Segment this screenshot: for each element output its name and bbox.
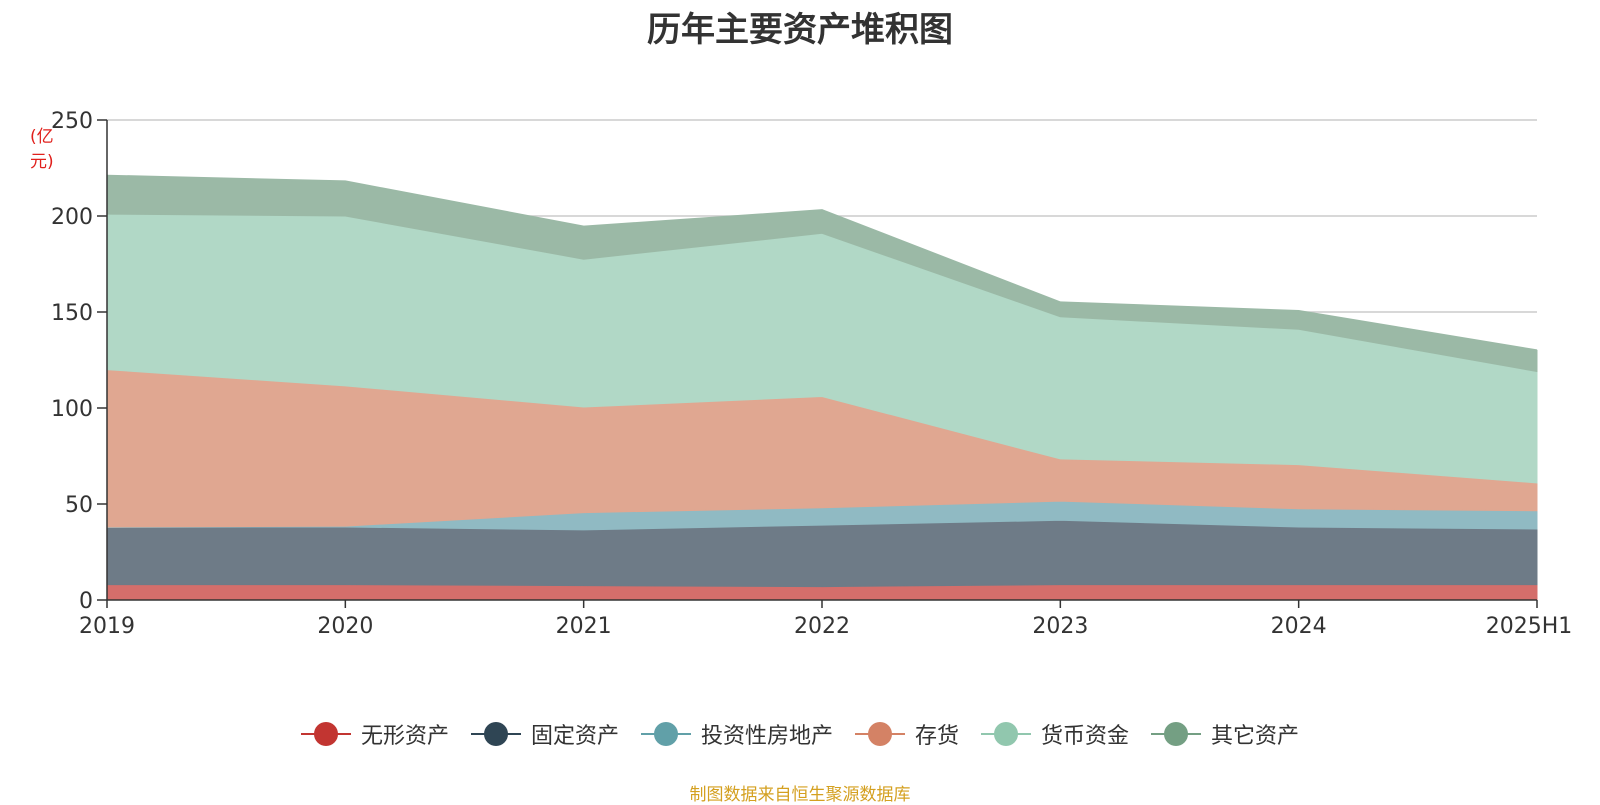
legend-item[interactable]: 固定资产 — [470, 718, 619, 750]
y-tick-label: 50 — [65, 493, 93, 518]
legend-marker-icon — [855, 722, 905, 746]
y-tick-label: 250 — [51, 109, 93, 134]
x-tick-label: 2022 — [794, 614, 850, 639]
legend-label: 无形资产 — [360, 724, 449, 749]
legend-label: 存货 — [915, 724, 960, 749]
stacked-areas — [106, 174, 1538, 601]
x-tick-label: 2025H1 — [1486, 614, 1573, 639]
legend-label: 其它资产 — [1211, 724, 1300, 749]
legend-marker-icon — [1151, 722, 1202, 746]
legend-item[interactable]: 货币资金 — [981, 718, 1129, 750]
x-tick-label: 2024 — [1271, 614, 1327, 639]
legend-marker-icon — [300, 722, 351, 746]
legend-label: 固定资产 — [530, 724, 619, 749]
legend-item[interactable]: 投资性房地产 — [640, 718, 833, 750]
source-note: 制图数据来自恒生聚源数据库 — [689, 785, 911, 805]
area-series — [106, 519, 1538, 588]
legend-item[interactable]: 无形资产 — [300, 718, 449, 750]
legend-marker-icon — [640, 722, 691, 746]
x-tick-label: 2021 — [556, 614, 612, 639]
y-tick-label: 0 — [79, 589, 93, 614]
chart-title: 历年主要资产堆积图 — [647, 10, 953, 50]
x-tick-label: 2020 — [317, 614, 373, 639]
x-tick-label: 2019 — [79, 614, 135, 639]
y-tick-label: 100 — [51, 397, 93, 422]
y-axis-unit: (亿元) — [30, 127, 54, 172]
x-tick-label: 2023 — [1032, 614, 1088, 639]
legend-marker-icon — [470, 722, 521, 746]
y-tick-label: 200 — [51, 205, 93, 230]
legend-label: 投资性房地产 — [700, 724, 833, 749]
legend-marker-icon — [981, 722, 1032, 746]
legend-label: 货币资金 — [1041, 724, 1130, 749]
legend-item[interactable]: 存货 — [855, 718, 959, 750]
legend-item[interactable]: 其它资产 — [1151, 718, 1299, 750]
axes: 0 50 100 150 200 250 2019 2020 2021 2022 2023 2024 2… — [51, 109, 1572, 639]
y-tick-label: 150 — [51, 301, 93, 326]
legend: 无形资产 固定资产 投资性房地产 存货 货币资金 其它资产 — [0, 718, 1600, 750]
series-line — [106, 174, 1538, 352]
